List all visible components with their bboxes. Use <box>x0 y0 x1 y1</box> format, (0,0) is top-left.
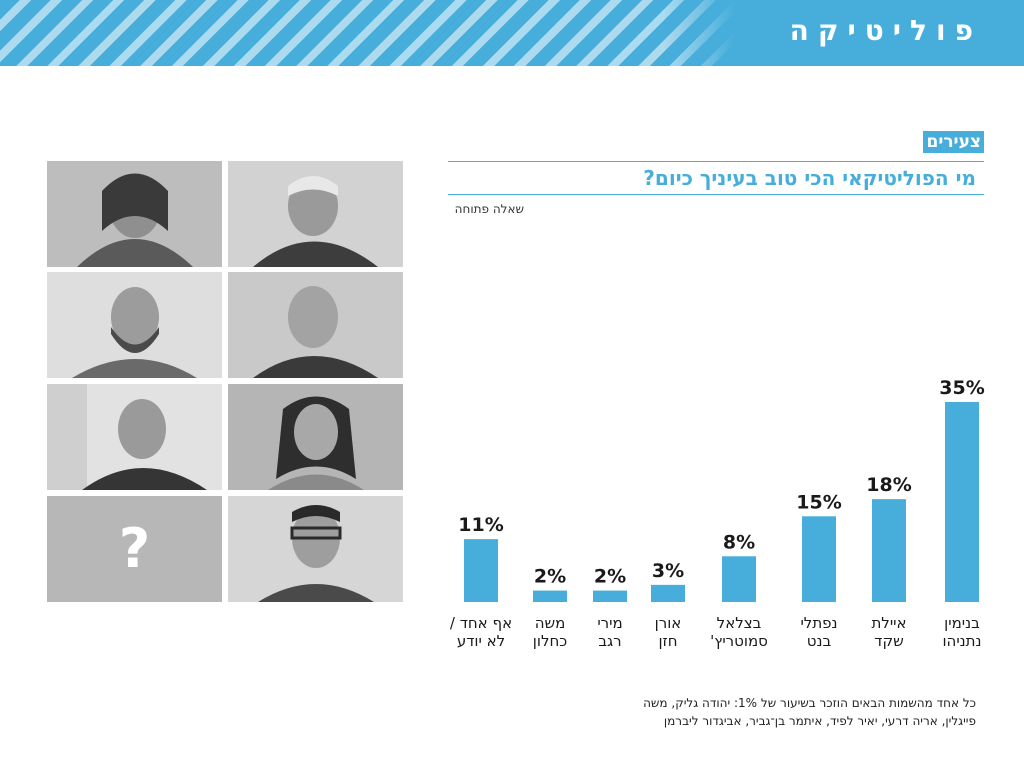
category-label-4-0: אורן <box>655 614 682 632</box>
portrait-photo-3 <box>47 272 222 378</box>
unknown-photo-placeholder: ? <box>47 496 222 602</box>
category-label-4-1: חזן <box>658 632 677 650</box>
bar-5 <box>593 590 627 602</box>
value-label-4: 3% <box>652 560 684 582</box>
category-label-0-0: בנימין <box>944 614 980 632</box>
value-label-5: 2% <box>594 566 626 588</box>
footnote-line-1: כל אחד מהשמות הבאים הוזכר בשיעור של 1%: … <box>643 696 976 710</box>
category-label-5-0: מירי <box>597 614 622 632</box>
footnote-line-2: פייגלין, אריה דרעי, יאיר לפיד, איתמר בן־… <box>663 714 976 728</box>
bar-0 <box>945 402 979 602</box>
category-label-6-1: כחלון <box>533 632 567 650</box>
category-label-6-0: משה <box>535 614 566 632</box>
category-label-0-1: נתניהו <box>942 632 981 650</box>
portrait-photo-6 <box>228 384 403 490</box>
bar-7 <box>464 539 498 602</box>
value-label-6: 2% <box>534 566 566 588</box>
value-label-0: 35% <box>939 377 984 399</box>
footnote: כל אחד מהשמות הבאים הוזכר בשיעור של 1%: … <box>636 694 976 730</box>
question-mark: ? <box>118 517 151 580</box>
portrait-photo-4 <box>228 272 403 378</box>
category-label-1-0: איילת <box>871 614 906 632</box>
category-label-7-0: אף אחד / <box>450 614 512 632</box>
bar-1 <box>872 499 906 602</box>
category-label-3-1: סמוטריץ' <box>710 632 768 650</box>
portrait-photo-5 <box>47 384 222 490</box>
category-label-3-0: בצלאל <box>717 614 762 632</box>
category-label-1-1: שקד <box>874 632 903 650</box>
divider-bottom <box>448 194 984 195</box>
bar-3 <box>722 556 756 602</box>
portrait-photo-1 <box>47 161 222 267</box>
header-banner-solid <box>664 0 1024 66</box>
bar-6 <box>533 590 567 602</box>
value-label-3: 8% <box>723 531 755 553</box>
section-title: פוליטיקה <box>789 14 982 47</box>
category-label-2-0: נפתלי <box>800 614 837 632</box>
value-label-2: 15% <box>796 491 841 513</box>
value-label-7: 11% <box>458 514 503 536</box>
category-label-7-1: לא יודע <box>457 632 505 650</box>
value-label-1: 18% <box>866 474 911 496</box>
bar-4 <box>651 584 685 602</box>
category-label-2-1: בנט <box>807 632 832 650</box>
portrait-photo-2 <box>228 161 403 267</box>
audience-tag: צעירים <box>923 131 984 153</box>
bar-2 <box>802 516 836 602</box>
divider-top <box>448 161 984 162</box>
portrait-photo-7 <box>228 496 403 602</box>
category-label-5-1: רגב <box>598 632 621 650</box>
question-subtitle: שאלה פתוחה <box>454 202 524 216</box>
question-title: מי הפוליטיקאי הכי טוב בעיניך כיום? <box>643 166 976 190</box>
